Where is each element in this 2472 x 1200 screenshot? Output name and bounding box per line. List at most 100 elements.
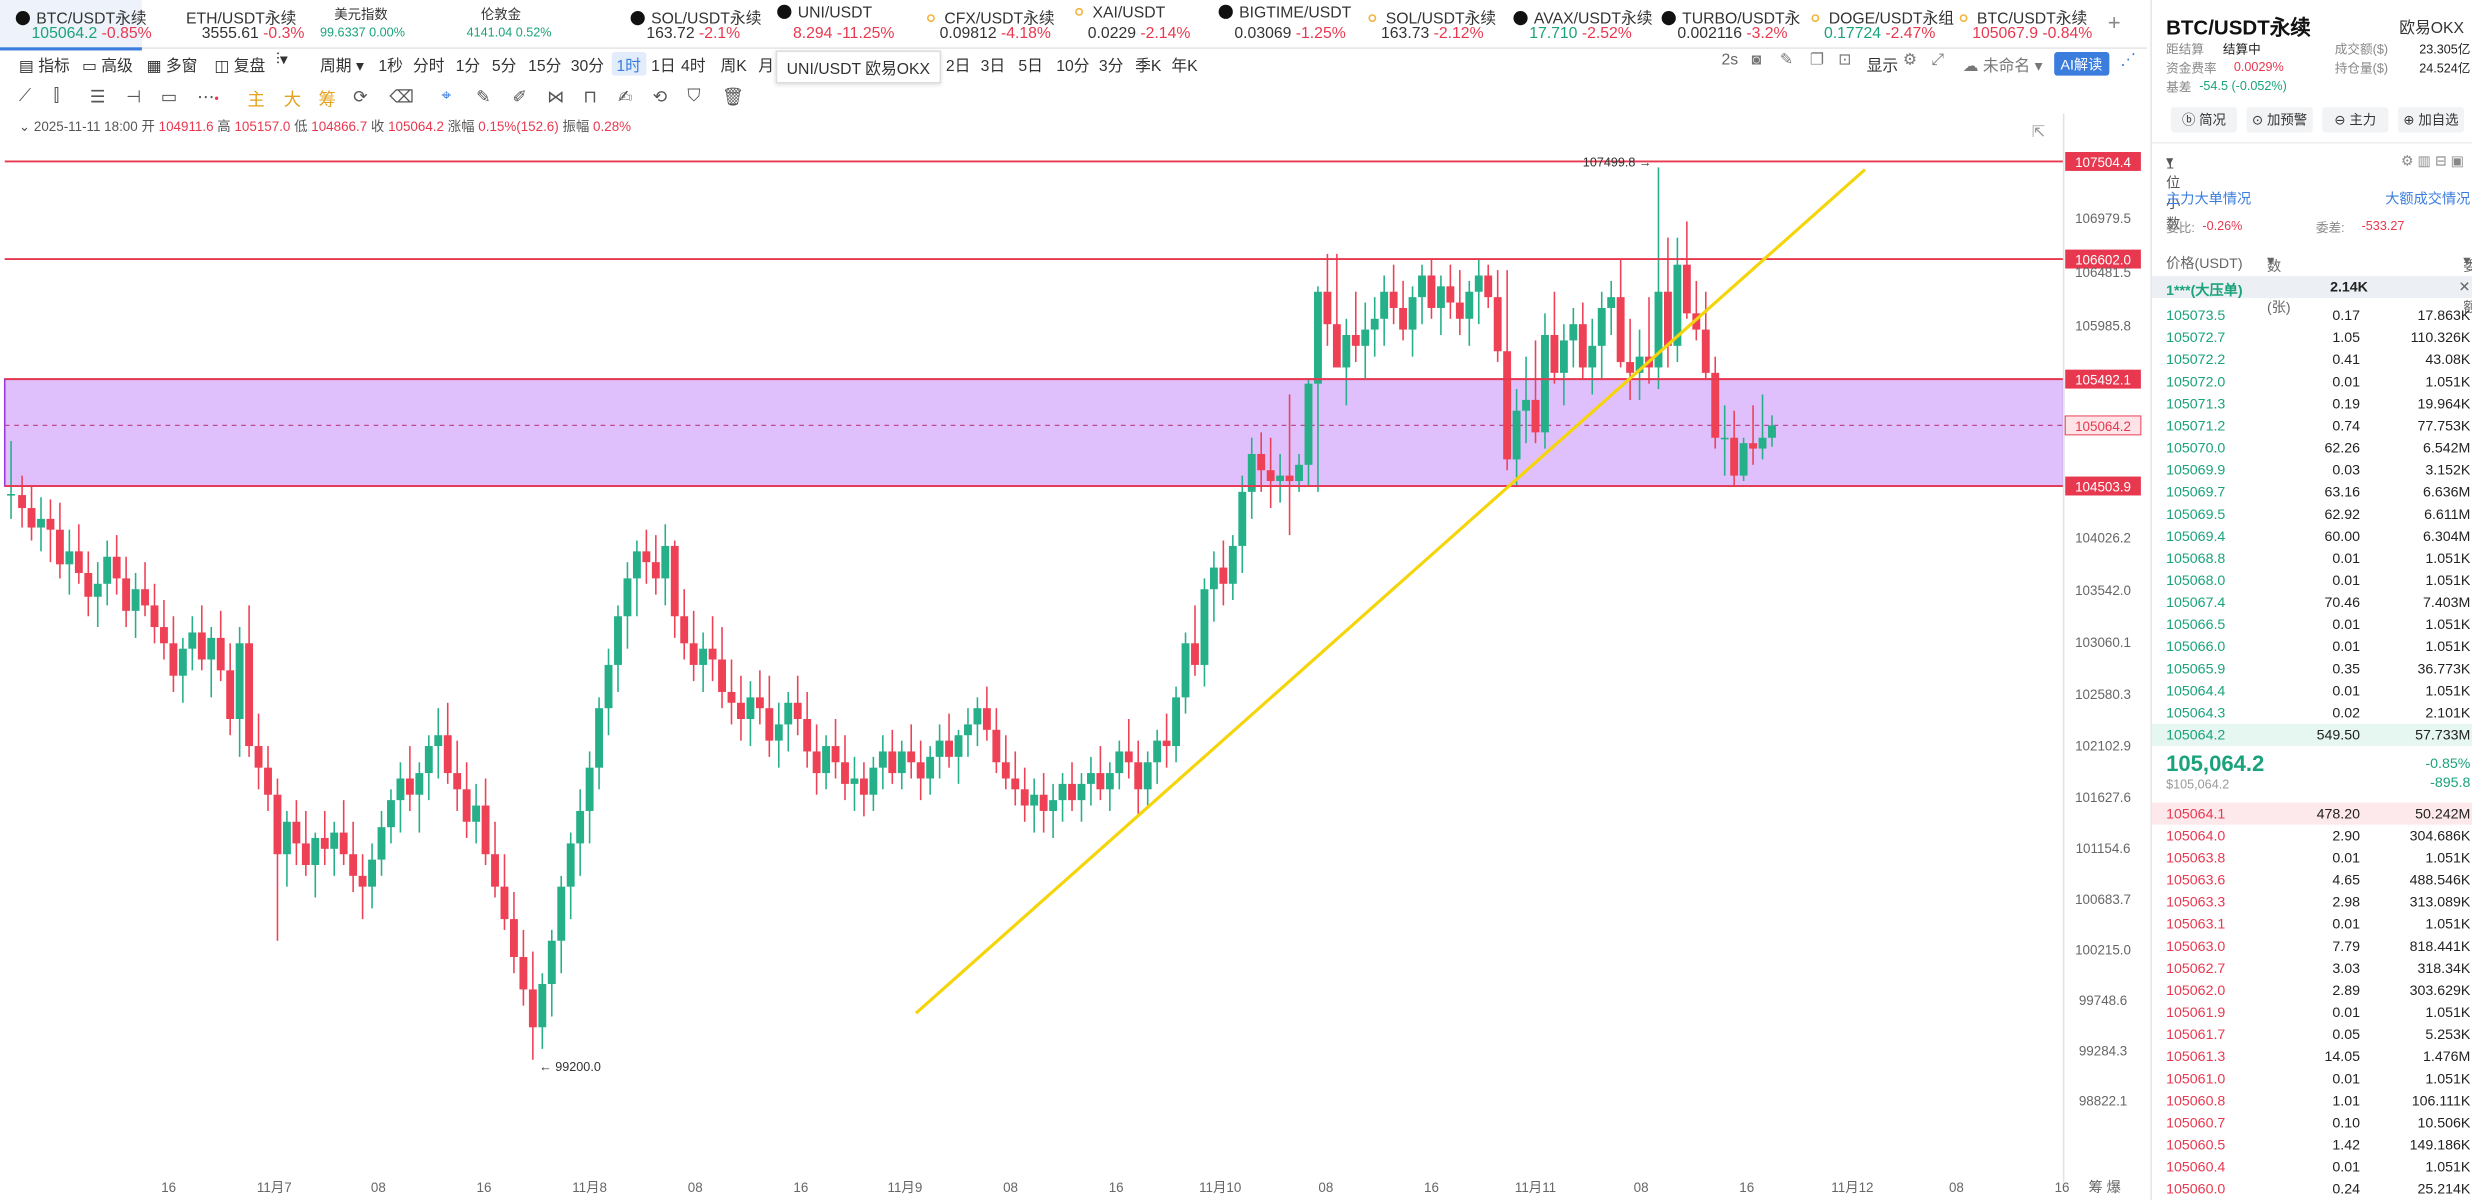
order-row[interactable]: 105069.4 60.00 6.304M [2152,525,2472,547]
ai-interpret-button[interactable]: AI解读 [2054,52,2109,76]
interval-6[interactable]: 1时 [611,52,646,76]
collapse-icon[interactable]: ⌄ [18,118,31,135]
interval-1[interactable]: 分时 [413,58,445,76]
qty-col-header[interactable]: 数量 (张) ▾ [2267,252,2291,316]
ticker-tab[interactable]: BTC/USDT永续 105067.9 -0.84% [1941,0,2092,47]
order-row[interactable]: 105072.0 0.01 1.051K [2152,371,2472,393]
interval2-4[interactable]: 3分 [1098,58,1124,76]
order-row[interactable]: 105072.7 1.05 110.326K [2152,326,2472,348]
big-order-link[interactable]: 主力大单情况 [2166,190,2252,207]
order-row[interactable]: 105069.5 62.92 6.611M [2152,503,2472,525]
order-row[interactable]: 105068.0 0.01 1.051K [2152,569,2472,591]
panel-tab-2[interactable]: ⊖ 主力 [2322,107,2389,133]
range-zone[interactable] [3,378,2065,487]
order-row[interactable]: 105063.6 4.65 488.546K [2152,869,2472,891]
order-row[interactable]: 105060.0 0.24 25.214K [2152,1178,2472,1200]
multi-window-button[interactable]: ▦ 多窗 [146,58,198,76]
interval-4[interactable]: 15分 [528,58,562,76]
ticker-tab[interactable]: SOL/USDT永续 163.73 -2.12% [1349,0,1496,47]
order-row[interactable]: 105073.5 0.17 17.863K [2152,304,2472,326]
interval-5[interactable]: 30分 [570,58,604,76]
exchange-name[interactable]: 欧易OKX [2399,20,2465,38]
big-order-button[interactable]: 大 [283,91,302,111]
order-row[interactable]: 105071.2 0.74 77.753K [2152,415,2472,437]
order-row[interactable]: 105071.3 0.19 19.964K [2152,393,2472,415]
interval-7[interactable]: 4时 [681,58,706,76]
depth-select[interactable]: 1位小数 ▾ [2166,152,2181,232]
order-row[interactable]: 105064.3 0.02 2.101K [2152,702,2472,724]
main-force-button[interactable]: 主 [247,91,265,111]
ticker-tab[interactable]: BIGTIME/USDT 0.03069 -1.25% [1203,0,1351,47]
order-row[interactable]: 105062.7 3.03 318.34K [2152,957,2472,979]
order-row[interactable]: 105067.4 70.46 7.403M [2152,591,2472,613]
indicator-button[interactable]: ▤ 指标 [18,58,70,76]
ticker-tab[interactable]: ETH/USDT永续 3555.61 -0.3% [170,0,312,47]
panel-tab-1[interactable]: ⊙ 加预警 [2246,107,2313,133]
interval2-1[interactable]: 3日 [980,58,1006,76]
order-row[interactable]: 105061.9 0.01 1.051K [2152,1001,2472,1023]
sync-icon[interactable]: ⟳ [353,88,368,108]
order-row[interactable]: 105064.4 0.01 1.051K [2152,680,2472,702]
share-icon[interactable]: ⋰ [2120,52,2137,70]
order-row[interactable]: 105069.7 63.16 6.636M [2152,481,2472,503]
interval-0[interactable]: 1秒 [378,58,403,76]
gear-icon[interactable]: ⚙ [1902,52,1917,70]
ticker-tab[interactable]: XAI/USDT 0.0229 -2.14% [1056,0,1198,47]
order-row[interactable]: 105068.8 0.01 1.051K [2152,547,2472,569]
parallel-tool-icon[interactable]: ☰ [89,88,106,108]
period-button[interactable]: 周期 ▾ [320,58,364,76]
eraser-icon[interactable]: ⌫ [389,88,414,108]
order-row[interactable]: 105062.0 2.89 303.629K [2152,979,2472,1001]
interval-1d[interactable]: 1日 [651,58,676,76]
ticker-tab[interactable]: DOGE/USDT永组 0.17724 -2.47% [1792,0,1954,47]
order-row[interactable]: 105061.0 0.01 1.051K [2152,1067,2472,1089]
camera-icon[interactable]: ◙ [1751,52,1762,70]
more-tool-icon[interactable]: ⋯• [197,88,219,108]
order-row[interactable]: 105066.0 0.01 1.051K [2152,635,2472,657]
filter-icon[interactable]: ⛉ [687,86,701,106]
candlestick-chart[interactable]: 107504.4 106602.0 105492.1 104503.9 105064.2… [0,113,2147,1200]
interval2-2[interactable]: 5日 [1018,58,1043,76]
order-row[interactable]: 105070.0 62.26 6.542M [2152,437,2472,459]
chart-type-icon[interactable]: ⫶▾ [275,52,288,70]
cursor-icon[interactable]: ⌖ [441,86,452,106]
rect-tool-icon[interactable]: ▭ [160,88,178,108]
order-row[interactable]: 105064.0 2.90 304.686K [2152,825,2472,847]
order-row[interactable]: 105061.3 14.05 1.476M [2152,1045,2472,1067]
order-row[interactable]: 105060.5 1.42 149.186K [2152,1134,2472,1156]
order-row[interactable]: 105069.9 0.03 3.152K [2152,459,2472,481]
pencil-icon[interactable]: ✎ [476,88,491,108]
order-row[interactable]: 105063.1 0.01 1.051K [2152,913,2472,935]
panel-tab-3[interactable]: ⊕ 加自选 [2397,107,2465,133]
brush-icon[interactable]: ✐ [512,88,527,108]
order-row[interactable]: 105060.4 0.01 1.051K [2152,1156,2472,1178]
big-trade-link[interactable]: 大额成交情况 [2385,190,2471,207]
add-tab-icon[interactable]: + [2107,9,2121,35]
order-row[interactable]: 105061.7 0.05 5.253K [2152,1023,2472,1045]
lock-icon[interactable]: ⊓ [583,88,597,108]
line-tool-icon[interactable]: ⟋ [18,86,32,106]
order-row[interactable]: 105064.1 478.20 50.242M [2151,802,2472,825]
order-row[interactable]: 105072.2 0.41 43.08K [2152,348,2472,370]
fullscreen-small-icon[interactable]: ⊡ [1838,52,1852,70]
measure-icon[interactable]: ⋈ [547,88,565,108]
note-icon[interactable]: ✍ [617,88,633,108]
interval2-5[interactable]: 季K [1135,58,1162,76]
ray-tool-icon[interactable]: ⊣ [126,88,142,108]
cloud-icon[interactable]: ☁ 未命名 ▾ [1962,58,2043,76]
magnet-icon[interactable]: ⟲ [652,88,668,108]
interval2-3[interactable]: 10分 [1056,58,1090,76]
ticker-tab[interactable]: CFX/USDT永续 0.09812 -4.18% [908,0,1055,47]
refresh-rate[interactable]: 2s [1721,52,1739,70]
ticker-tab[interactable]: SOL/USDT永续 163.72 -2.1% [615,0,761,47]
order-row[interactable]: 105063.3 2.98 313.089K [2152,891,2472,913]
ticker-tab[interactable]: AVAX/USDT永续 17.710 -2.52% [1498,0,1652,47]
replay-button[interactable]: ◫ 复盘 [214,58,266,76]
amount-col-header[interactable]: 委托额 ▾ [2463,252,2472,315]
order-row[interactable]: 105063.8 0.01 1.051K [2152,847,2472,869]
hline-tool-icon[interactable]: ⫿ [53,86,60,106]
close-pinned-icon[interactable]: ✕ [2458,279,2471,295]
interval2-0[interactable]: 2日 [945,58,971,76]
display-button[interactable]: 显示 [1866,58,1899,76]
expand-icon[interactable]: ⤢ [1931,52,1944,70]
